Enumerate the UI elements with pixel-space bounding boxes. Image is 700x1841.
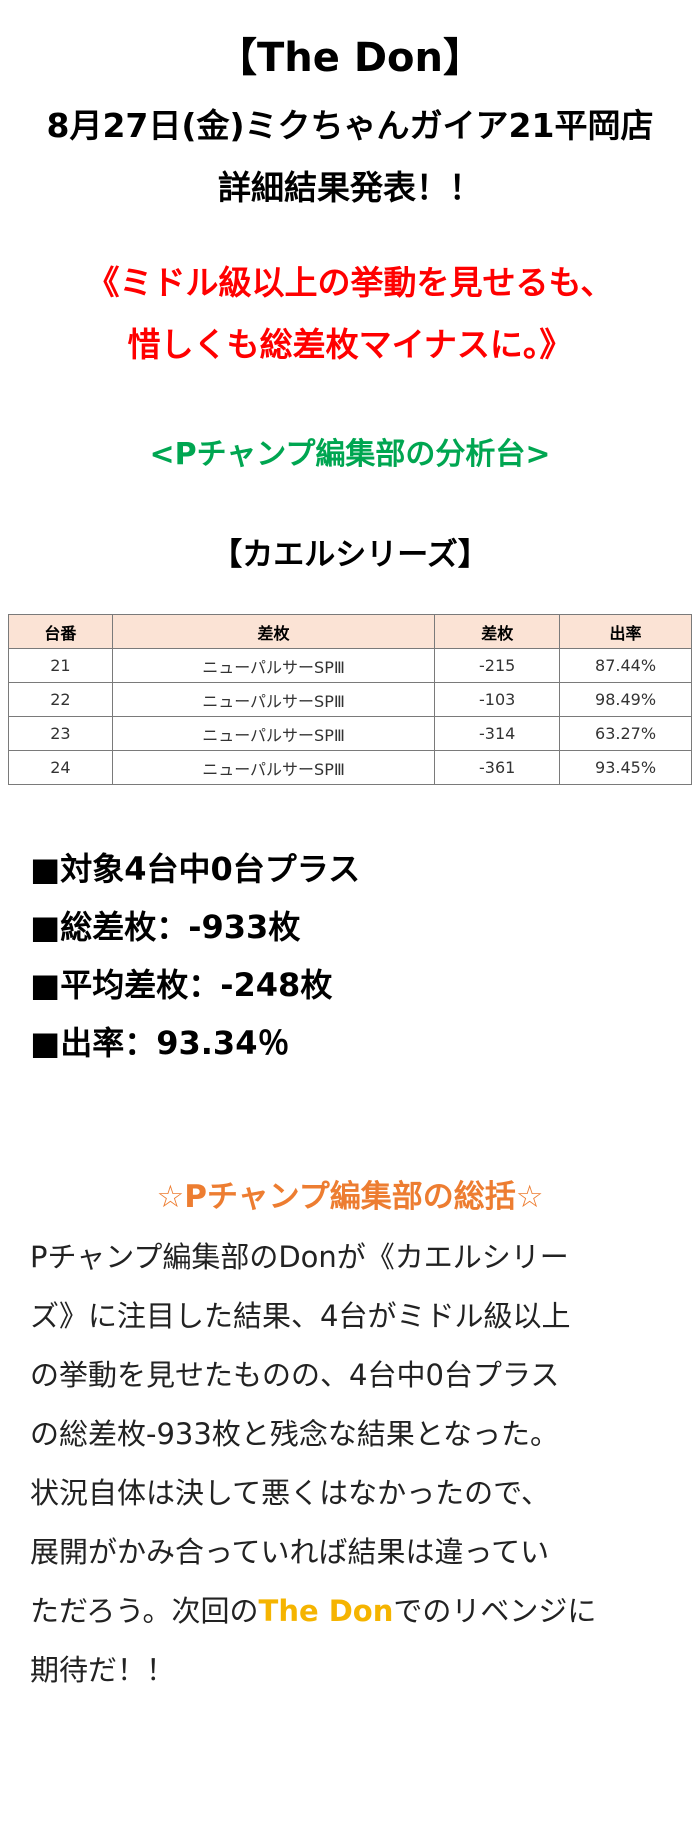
table-row: 22 ニューパルサーSPⅢ -103 98.49% [8,682,692,717]
summary-text: ただろう。次回の [30,1594,259,1628]
headline: 《ミドル級以上の挙動を見せるも、 惜しくも総差枚マイナスに。》 [0,252,700,376]
cell-machine-name: ニューパルサーSPⅢ [111,648,436,683]
stat-total-difference: ■総差枚：-933枚 [30,908,301,946]
stats-summary: ■対象4台中0台プラス ■総差枚：-933枚 ■平均差枚：-248枚 ■出率：9… [30,840,360,1072]
table-row: 24 ニューパルサーSPⅢ -361 93.45% [8,750,692,785]
summary-line: 期待だ！！ [30,1653,176,1687]
cell-payout-rate: 93.45% [559,750,692,785]
analysis-section-label: <Pチャンプ編集部の分析台> [149,437,551,472]
headline-line-2: 惜しくも総差枚マイナスに。》 [127,325,573,364]
results-announcement: 詳細結果発表！！ [218,168,482,207]
cell-machine-name: ニューパルサーSPⅢ [111,682,436,717]
header-payout-rate: 出率 [559,614,692,649]
stat-average-difference: ■平均差枚：-248枚 [30,966,333,1004]
header-machine-name: 差枚 [111,614,436,649]
summary-line: ズ》に注目した結果、4台がミドル級以上 [30,1299,571,1333]
cell-difference: -215 [434,648,561,683]
summary-text: でのリベンジに [393,1594,597,1628]
event-subtitle: 8月27日(金)ミクちゃんガイア21平岡店 詳細結果発表！！ [0,95,700,219]
event-date-store: 8月27日(金)ミクちゃんガイア21平岡店 [46,106,654,145]
table-row: 23 ニューパルサーSPⅢ -314 63.27% [8,716,692,751]
cell-machine-number: 24 [8,750,113,785]
stat-plus-count: ■対象4台中0台プラス [30,850,361,888]
cell-machine-name: ニューパルサーSPⅢ [111,750,436,785]
cell-machine-number: 23 [8,716,113,751]
summary-title: ☆Pチャンプ編集部の総括☆ [156,1179,544,1215]
summary-line: の挙動を見せたものの、4台中0台プラス [30,1358,560,1392]
brand-highlight: The Don [258,1594,394,1628]
table-row: 21 ニューパルサーSPⅢ -215 87.44% [8,648,692,683]
header-machine-number: 台番 [8,614,113,649]
cell-payout-rate: 63.27% [559,716,692,751]
cell-machine-number: 21 [8,648,113,683]
summary-line: 状況自体は決して悪くはなかったので、 [30,1476,550,1510]
cell-machine-name: ニューパルサーSPⅢ [111,716,436,751]
cell-difference: -314 [434,716,561,751]
series-label: 【カエルシリーズ】 [211,537,489,573]
header-difference: 差枚 [434,614,561,649]
summary-line: の総差枚-933枚と残念な結果となった。 [30,1417,559,1451]
page-title: 【The Don】 [217,35,483,81]
summary-body: Pチャンプ編集部のDonが《カエルシリー ズ》に注目した結果、4台がミドル級以上… [30,1228,680,1700]
stat-payout-rate: ■出率：93.34％ [30,1024,290,1062]
cell-difference: -103 [434,682,561,717]
cell-machine-number: 22 [8,682,113,717]
cell-difference: -361 [434,750,561,785]
results-table: 台番 差枚 差枚 出率 21 ニューパルサーSPⅢ -215 87.44% 22… [8,614,692,785]
summary-line: 展開がかみ合っていれば結果は違ってい [30,1535,550,1569]
cell-payout-rate: 87.44% [559,648,692,683]
summary-line: ただろう。次回のThe Donでのリベンジに [30,1582,680,1641]
headline-line-1: 《ミドル級以上の挙動を見せるも、 [86,263,614,302]
summary-line: Pチャンプ編集部のDonが《カエルシリー [30,1240,569,1274]
table-header-row: 台番 差枚 差枚 出率 [8,614,692,649]
cell-payout-rate: 98.49% [559,682,692,717]
